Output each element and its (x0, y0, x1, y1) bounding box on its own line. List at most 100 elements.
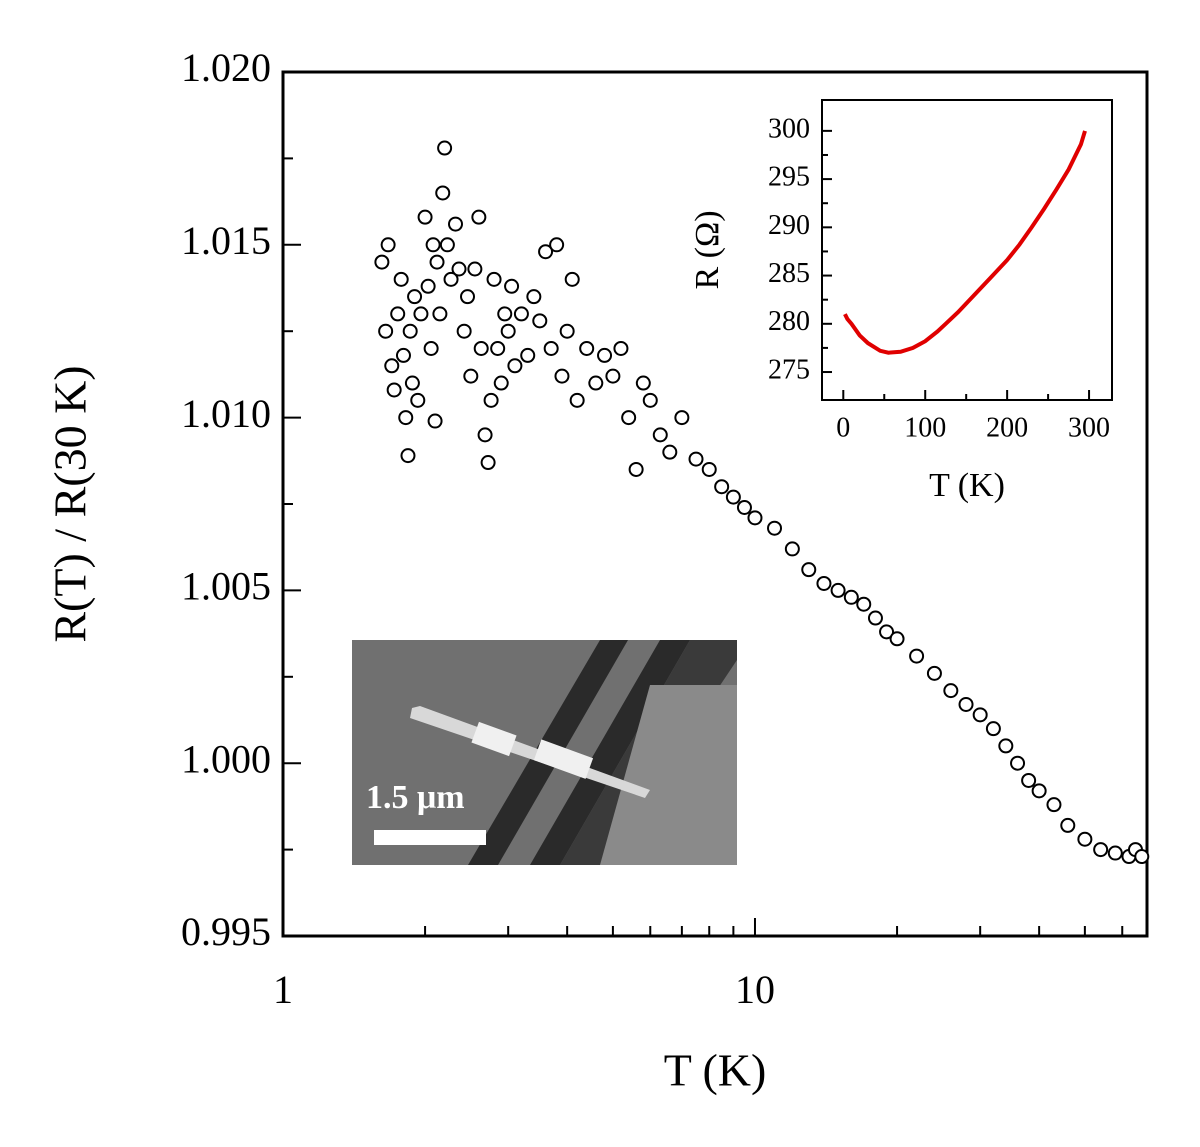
data-point (420, 278, 436, 294)
x-tick-label: 0 (836, 412, 850, 443)
data-point (477, 427, 493, 443)
data-point (490, 340, 506, 356)
data-point (538, 244, 554, 260)
data-point (816, 575, 832, 591)
y-tick-label: 295 (768, 162, 810, 193)
data-point (393, 271, 409, 287)
data-point (674, 410, 690, 426)
y-tick-label: 1.015 (181, 218, 271, 263)
data-point (526, 289, 542, 305)
y-tick-label: 275 (768, 354, 810, 385)
data-point (1060, 817, 1076, 833)
data-point (662, 444, 678, 460)
data-point (688, 451, 704, 467)
x-tick-label: 100 (904, 412, 946, 443)
data-point (725, 489, 741, 505)
data-point (417, 209, 433, 225)
data-point (437, 140, 453, 156)
data-point (398, 410, 414, 426)
data-point (463, 368, 479, 384)
data-point (652, 427, 668, 443)
data-point (559, 323, 575, 339)
data-point (395, 347, 411, 363)
data-point (473, 340, 489, 356)
data-point (384, 358, 400, 374)
data-point (943, 683, 959, 699)
data-point (480, 455, 496, 471)
data-point (856, 596, 872, 612)
data-point (621, 410, 637, 426)
scale-label: 1.5 μm (366, 779, 465, 816)
data-point (386, 382, 402, 398)
data-point (400, 448, 416, 464)
data-point (443, 271, 459, 287)
data-point (378, 323, 394, 339)
data-point (1010, 755, 1026, 771)
data-point (471, 209, 487, 225)
data-point (410, 392, 426, 408)
data-point (549, 237, 565, 253)
y-tick-label: 1.005 (181, 564, 271, 609)
y-tick-label: 1.000 (181, 736, 271, 781)
data-point (597, 347, 613, 363)
data-line (843, 130, 1087, 355)
data-point (747, 510, 763, 526)
data-point (404, 375, 420, 391)
data-point (736, 499, 752, 515)
data-point (830, 582, 846, 598)
data-point (605, 368, 621, 384)
data-point (642, 392, 658, 408)
data-point (467, 261, 483, 277)
data-point (909, 648, 925, 664)
data-point (972, 707, 988, 723)
data-point (1077, 831, 1093, 847)
data-point (460, 289, 476, 305)
data-point (532, 313, 548, 329)
y-axis-label: R (Ω) (689, 210, 726, 289)
data-point (407, 289, 423, 305)
inset-chart: 275 280 285 290 295 300 0 100 200 300 T (K) R (Ω) (689, 99, 1113, 504)
data-point (500, 323, 516, 339)
data-point (380, 237, 396, 253)
data-point (588, 375, 604, 391)
x-axis-label: T (K) (664, 1045, 767, 1096)
data-point (520, 347, 536, 363)
x-axis-label: T (K) (929, 467, 1005, 504)
y-tick-label: 285 (768, 258, 810, 289)
plot-frame (821, 99, 1113, 401)
data-point (427, 413, 443, 429)
data-point (1031, 783, 1047, 799)
data-point (1093, 842, 1109, 858)
data-point (497, 306, 513, 322)
data-point (448, 216, 464, 232)
y-tick-label: 1.020 (181, 45, 271, 90)
data-point (429, 254, 445, 270)
data-point (998, 738, 1014, 754)
data-point (613, 340, 629, 356)
data-point (784, 541, 800, 557)
data-point (767, 520, 783, 536)
plot-frame (281, 70, 1149, 938)
main-chart: 0.995 1.000 1.005 1.010 1.015 1.020 1 10 T (K) R(… (45, 45, 1150, 1096)
data-point (483, 392, 499, 408)
data-point (486, 271, 502, 287)
data-point (1107, 845, 1123, 861)
data-point (701, 461, 717, 477)
data-point (879, 624, 895, 640)
data-point (801, 562, 817, 578)
data-point (374, 254, 390, 270)
y-axis-label: R(T) / R(30 K) (45, 365, 96, 642)
data-point (451, 261, 467, 277)
data-point (554, 368, 570, 384)
data-point (889, 631, 905, 647)
y-tick-label: 280 (768, 306, 810, 337)
y-tick-label: 1.010 (181, 391, 271, 436)
data-point (390, 306, 406, 322)
data-point (958, 696, 974, 712)
x-tick-label: 10 (735, 967, 775, 1012)
data-point (432, 306, 448, 322)
y-tick-label: 0.995 (181, 909, 271, 954)
data-point (493, 375, 509, 391)
data-point (579, 340, 595, 356)
